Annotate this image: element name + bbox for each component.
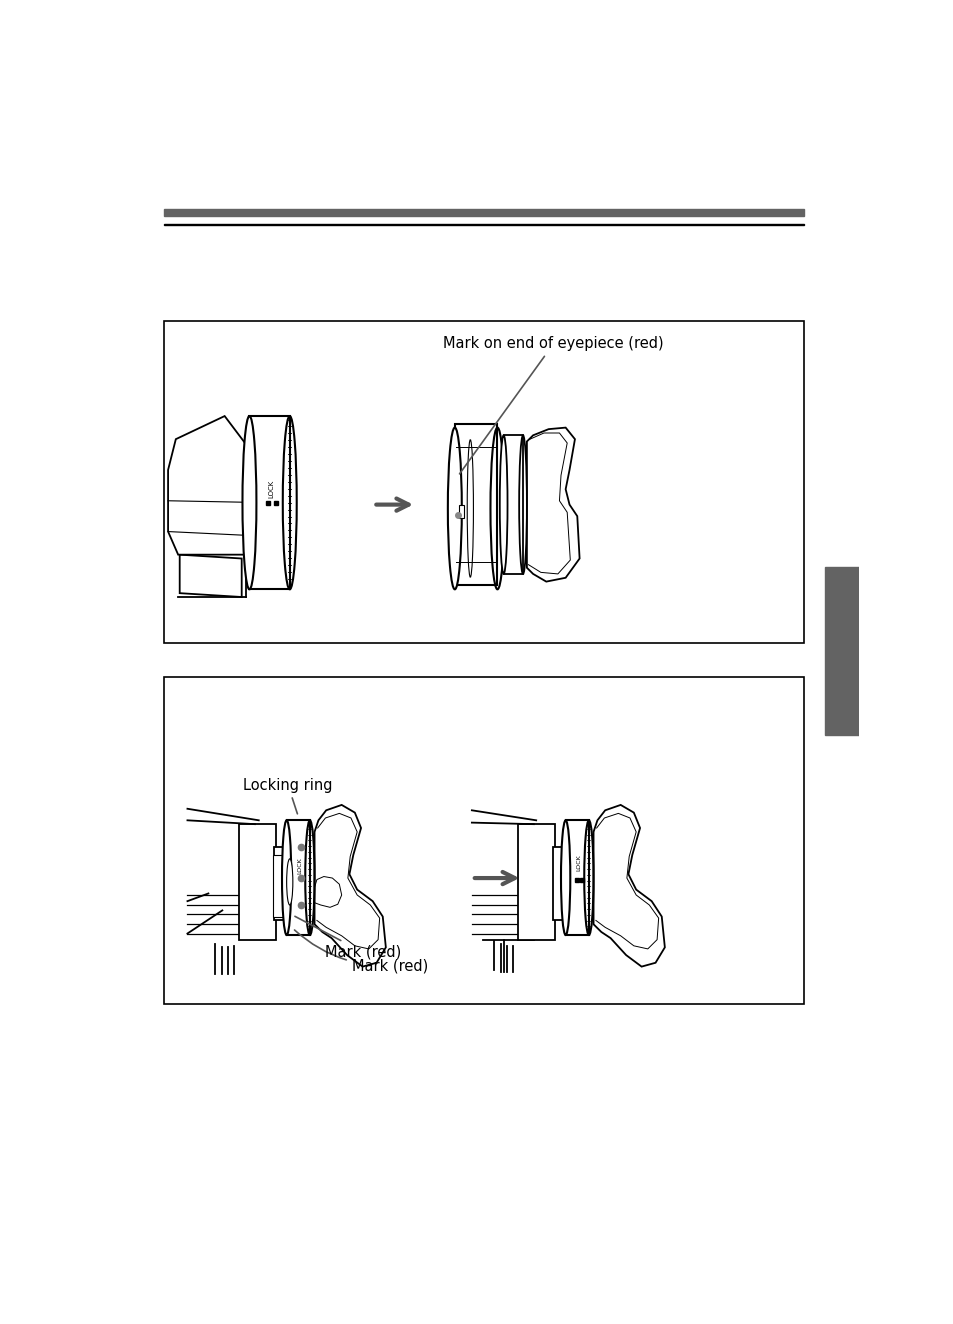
- Polygon shape: [517, 824, 555, 940]
- Polygon shape: [458, 504, 464, 518]
- Ellipse shape: [286, 859, 293, 906]
- Text: LOCK: LOCK: [576, 854, 580, 871]
- Text: Locking ring: Locking ring: [243, 777, 333, 814]
- Text: LOCK: LOCK: [269, 479, 274, 498]
- Polygon shape: [553, 847, 567, 920]
- Polygon shape: [593, 805, 664, 967]
- Text: Mark (red): Mark (red): [294, 929, 428, 973]
- Bar: [823, 567, 858, 735]
- Text: LOCK: LOCK: [296, 858, 301, 874]
- Polygon shape: [249, 416, 290, 589]
- Text: Mark on end of eyepiece (red): Mark on end of eyepiece (red): [443, 336, 663, 474]
- Polygon shape: [168, 416, 248, 555]
- Polygon shape: [286, 821, 310, 935]
- Ellipse shape: [282, 821, 291, 935]
- Ellipse shape: [447, 428, 461, 589]
- Polygon shape: [274, 847, 288, 920]
- Text: Mark (red): Mark (red): [294, 916, 400, 960]
- Polygon shape: [314, 805, 385, 967]
- Ellipse shape: [499, 436, 507, 573]
- Polygon shape: [503, 436, 522, 573]
- Polygon shape: [179, 555, 241, 597]
- Polygon shape: [565, 821, 588, 935]
- Polygon shape: [526, 428, 579, 581]
- Ellipse shape: [560, 821, 570, 935]
- Ellipse shape: [242, 416, 256, 589]
- Bar: [164, 322, 803, 643]
- Bar: [164, 209, 803, 216]
- Bar: [164, 224, 803, 225]
- Polygon shape: [273, 855, 288, 916]
- Polygon shape: [455, 424, 497, 585]
- Polygon shape: [239, 824, 275, 940]
- Bar: [164, 677, 803, 1005]
